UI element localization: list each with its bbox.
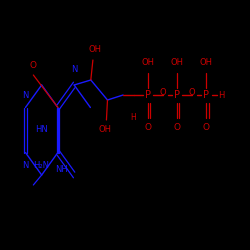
Text: P: P xyxy=(174,90,180,100)
Text: OH: OH xyxy=(99,126,112,134)
Text: OH: OH xyxy=(142,58,154,67)
Text: H: H xyxy=(218,90,224,100)
Text: OH: OH xyxy=(171,58,184,67)
Text: O: O xyxy=(174,123,181,132)
Text: N: N xyxy=(71,66,77,74)
Text: HN: HN xyxy=(35,126,48,134)
Text: NH: NH xyxy=(55,166,68,174)
Text: P: P xyxy=(204,90,210,100)
Text: OH: OH xyxy=(88,46,102,54)
Text: O: O xyxy=(188,88,195,97)
Text: N: N xyxy=(22,90,28,100)
Text: OH: OH xyxy=(200,58,213,67)
Text: O: O xyxy=(159,88,166,97)
Text: O: O xyxy=(203,123,210,132)
Text: O: O xyxy=(30,60,37,70)
Text: P: P xyxy=(145,90,151,100)
Text: H: H xyxy=(131,113,136,122)
Text: N: N xyxy=(22,160,28,170)
Text: O: O xyxy=(144,123,152,132)
Text: H₂N: H₂N xyxy=(34,160,50,170)
